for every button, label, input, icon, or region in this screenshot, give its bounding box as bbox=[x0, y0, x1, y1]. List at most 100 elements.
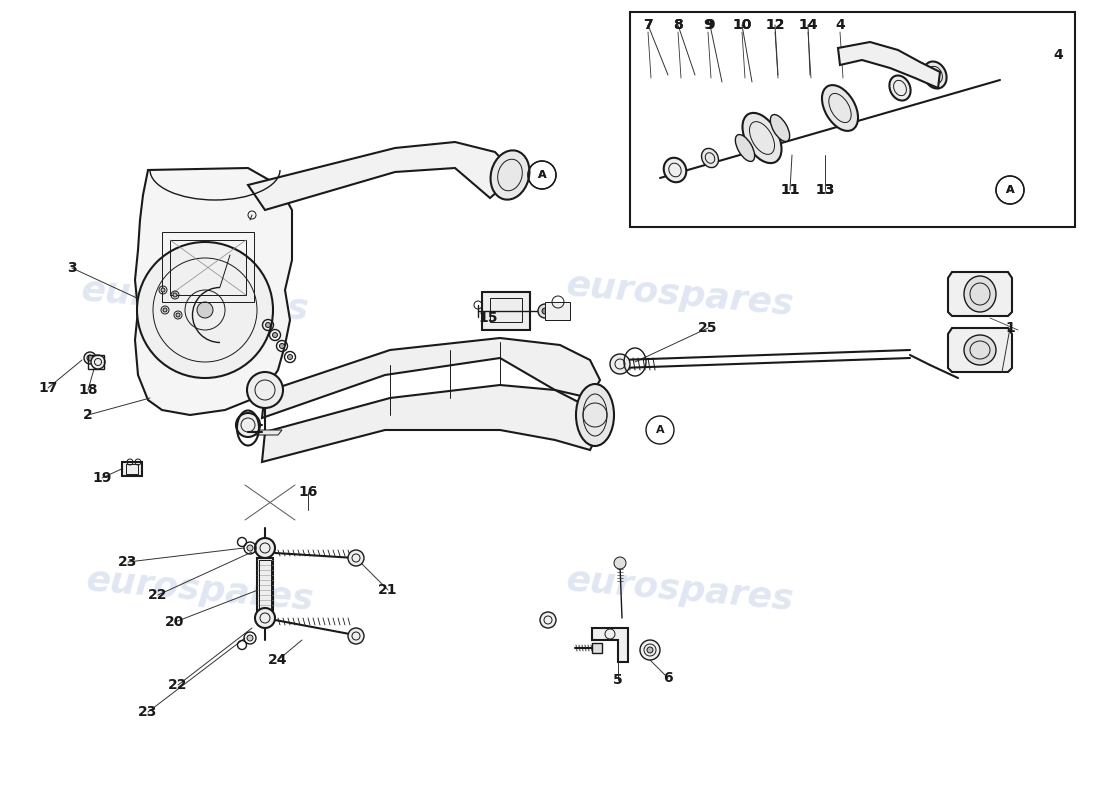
Bar bbox=[592, 643, 602, 653]
Ellipse shape bbox=[702, 149, 718, 167]
Text: 17: 17 bbox=[39, 381, 57, 395]
Circle shape bbox=[248, 372, 283, 408]
Text: 14: 14 bbox=[799, 18, 817, 32]
Polygon shape bbox=[838, 42, 940, 88]
Text: 13: 13 bbox=[815, 183, 835, 197]
Text: 23: 23 bbox=[119, 555, 138, 569]
Text: 12: 12 bbox=[766, 18, 784, 32]
Circle shape bbox=[84, 352, 96, 364]
Text: 22: 22 bbox=[168, 678, 188, 692]
Circle shape bbox=[87, 355, 94, 361]
Text: eurospares: eurospares bbox=[564, 268, 795, 322]
Text: 14: 14 bbox=[799, 18, 817, 32]
Bar bbox=[170, 240, 246, 295]
Text: 2: 2 bbox=[84, 408, 92, 422]
Circle shape bbox=[540, 612, 556, 628]
Text: 13: 13 bbox=[815, 183, 835, 197]
Bar bbox=[630, 12, 1075, 227]
Text: 23: 23 bbox=[139, 705, 157, 719]
Ellipse shape bbox=[923, 62, 947, 89]
Text: 3: 3 bbox=[67, 261, 77, 275]
Bar bbox=[490, 298, 522, 322]
Circle shape bbox=[255, 538, 275, 558]
Ellipse shape bbox=[964, 335, 996, 365]
Polygon shape bbox=[135, 168, 292, 415]
Circle shape bbox=[348, 628, 364, 644]
Text: 10: 10 bbox=[733, 18, 751, 32]
Circle shape bbox=[255, 608, 275, 628]
Circle shape bbox=[176, 313, 180, 317]
Text: 21: 21 bbox=[378, 583, 398, 597]
Circle shape bbox=[197, 302, 213, 318]
Circle shape bbox=[538, 304, 552, 318]
Text: 12: 12 bbox=[766, 18, 784, 32]
Circle shape bbox=[173, 293, 177, 297]
Text: A: A bbox=[1005, 185, 1014, 195]
Text: eurospares: eurospares bbox=[79, 273, 310, 327]
Bar bbox=[88, 355, 104, 369]
Circle shape bbox=[542, 308, 548, 314]
Bar bbox=[257, 558, 273, 613]
Text: 7: 7 bbox=[644, 18, 652, 32]
Text: 8: 8 bbox=[673, 18, 683, 32]
Circle shape bbox=[248, 545, 253, 551]
Bar bbox=[258, 560, 271, 610]
Text: 4: 4 bbox=[1053, 48, 1063, 62]
Text: 6: 6 bbox=[663, 671, 673, 685]
Polygon shape bbox=[248, 142, 510, 210]
Polygon shape bbox=[592, 628, 628, 662]
Ellipse shape bbox=[742, 113, 781, 163]
Text: 10: 10 bbox=[733, 18, 751, 32]
Text: 11: 11 bbox=[780, 183, 800, 197]
Circle shape bbox=[279, 343, 285, 349]
Ellipse shape bbox=[491, 150, 529, 200]
Text: 9: 9 bbox=[703, 18, 713, 32]
Bar bbox=[544, 302, 570, 320]
Text: 5: 5 bbox=[613, 673, 623, 687]
Ellipse shape bbox=[576, 384, 614, 446]
Polygon shape bbox=[248, 430, 282, 435]
Circle shape bbox=[161, 288, 165, 292]
Ellipse shape bbox=[822, 85, 858, 131]
Circle shape bbox=[248, 635, 253, 641]
Text: 1: 1 bbox=[1005, 321, 1015, 335]
Text: 16: 16 bbox=[298, 485, 318, 499]
Circle shape bbox=[163, 308, 167, 312]
Text: 11: 11 bbox=[780, 183, 800, 197]
Text: 20: 20 bbox=[165, 615, 185, 629]
Circle shape bbox=[236, 413, 260, 437]
Text: eurospares: eurospares bbox=[85, 563, 316, 617]
Circle shape bbox=[348, 550, 364, 566]
Polygon shape bbox=[262, 338, 600, 418]
Polygon shape bbox=[948, 328, 1012, 372]
Bar bbox=[162, 232, 254, 302]
Text: 18: 18 bbox=[78, 383, 98, 397]
Text: 4: 4 bbox=[835, 18, 845, 32]
Bar bbox=[482, 292, 530, 330]
Text: A: A bbox=[538, 170, 547, 180]
Ellipse shape bbox=[736, 134, 755, 162]
Text: 8: 8 bbox=[673, 18, 683, 32]
Bar bbox=[122, 462, 142, 476]
Text: eurospares: eurospares bbox=[564, 563, 795, 617]
Circle shape bbox=[647, 647, 653, 653]
Text: A: A bbox=[656, 425, 664, 435]
Polygon shape bbox=[262, 385, 600, 462]
Circle shape bbox=[287, 354, 293, 359]
Text: A: A bbox=[538, 170, 547, 180]
Bar bbox=[126, 464, 138, 474]
Circle shape bbox=[91, 355, 104, 369]
Text: 15: 15 bbox=[478, 311, 497, 325]
Text: 24: 24 bbox=[268, 653, 288, 667]
Circle shape bbox=[614, 557, 626, 569]
Circle shape bbox=[610, 354, 630, 374]
Ellipse shape bbox=[770, 114, 790, 142]
Polygon shape bbox=[948, 272, 1012, 316]
Ellipse shape bbox=[663, 158, 686, 182]
Text: 25: 25 bbox=[698, 321, 717, 335]
Circle shape bbox=[273, 333, 277, 338]
Ellipse shape bbox=[890, 75, 911, 101]
Circle shape bbox=[640, 640, 660, 660]
Text: 19: 19 bbox=[92, 471, 112, 485]
Text: 9: 9 bbox=[705, 18, 715, 32]
